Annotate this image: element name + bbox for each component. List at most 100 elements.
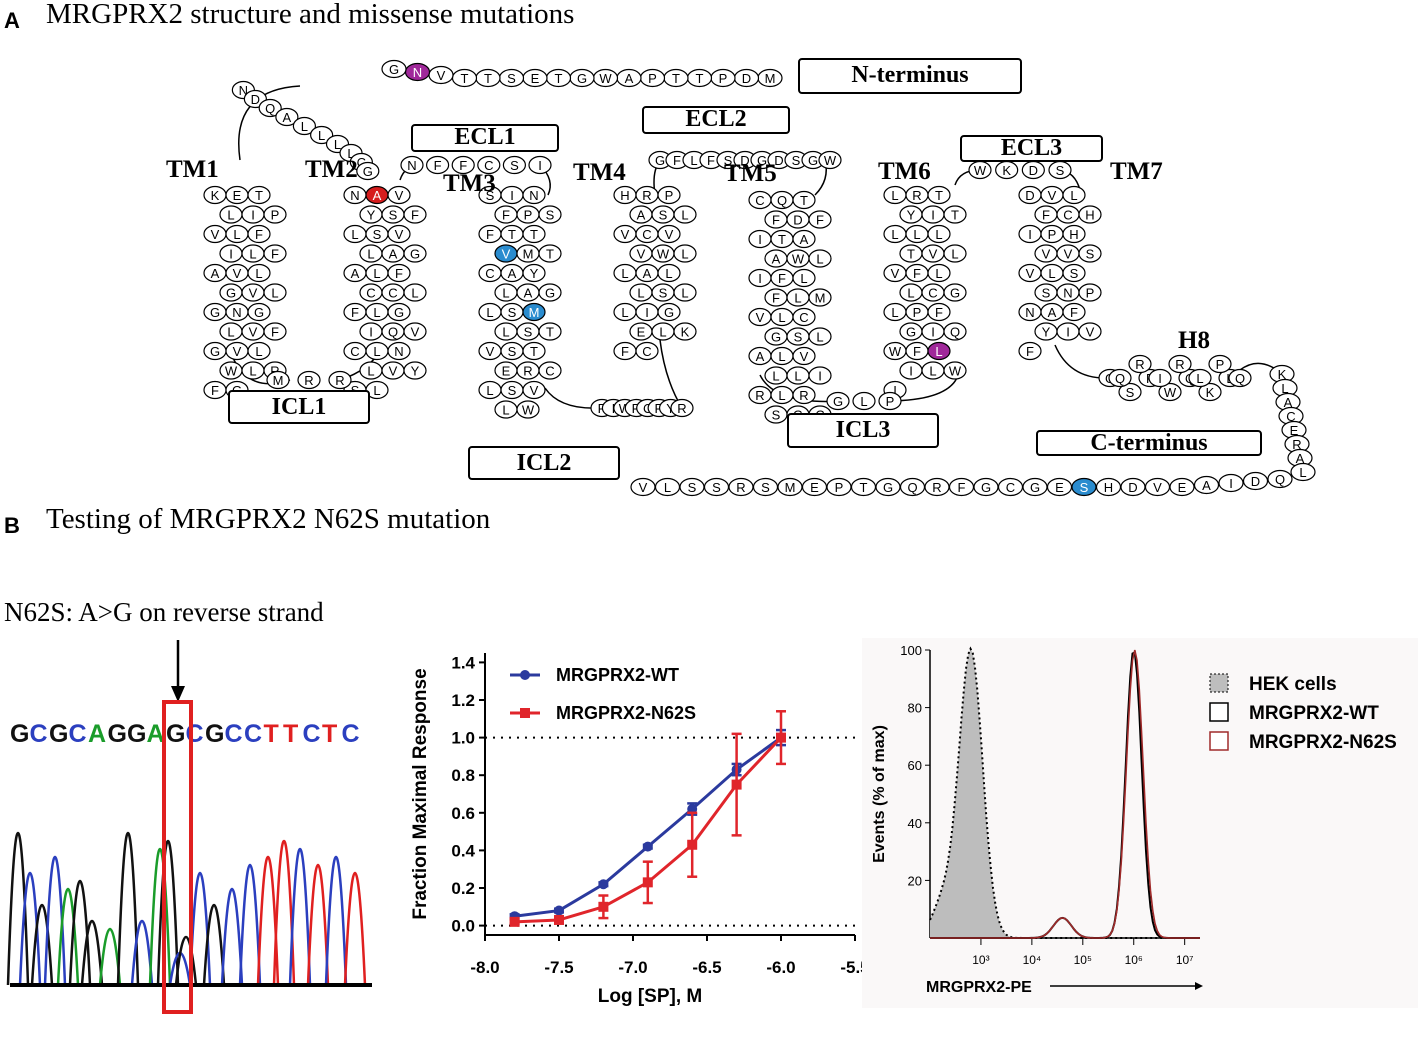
svg-text:L: L bbox=[891, 305, 898, 320]
n-terminus-residue: T bbox=[475, 68, 501, 88]
trace-peak bbox=[324, 856, 348, 986]
svg-text:H: H bbox=[620, 188, 629, 203]
tm6-residue: L bbox=[883, 185, 907, 205]
data-point bbox=[642, 877, 653, 888]
svg-text:Q: Q bbox=[950, 325, 960, 340]
tm1-residue: P bbox=[263, 205, 287, 224]
n-terminus-residue: D bbox=[733, 68, 760, 88]
c-terminus-residue: G bbox=[973, 477, 999, 497]
svg-text:D: D bbox=[740, 153, 749, 168]
ecl1-residue: F bbox=[426, 155, 450, 175]
icl1-box: ICL1 bbox=[228, 390, 370, 424]
tm3-residue: F bbox=[478, 224, 502, 244]
h8-residue: K bbox=[1198, 382, 1222, 402]
tm3-residue: T bbox=[538, 244, 562, 263]
svg-text:L: L bbox=[891, 188, 898, 203]
tm3-residue: V bbox=[494, 244, 518, 263]
svg-text:A: A bbox=[625, 71, 634, 86]
x-tick-label: 10³ bbox=[972, 953, 989, 967]
svg-text:H: H bbox=[1085, 208, 1094, 223]
tm1-residue: F bbox=[263, 322, 287, 341]
svg-text:N: N bbox=[394, 344, 403, 359]
svg-text:V: V bbox=[756, 310, 765, 325]
svg-text:S: S bbox=[507, 71, 516, 86]
tm3-residue: F bbox=[494, 205, 518, 224]
legend-swatch bbox=[1209, 673, 1229, 693]
tm1-residue: V bbox=[225, 341, 249, 361]
tm7-residue: L bbox=[1062, 185, 1086, 205]
svg-text:L: L bbox=[233, 227, 240, 242]
tm5-residue: D bbox=[786, 210, 810, 229]
tm2-residue: L bbox=[403, 283, 427, 302]
svg-text:L: L bbox=[860, 394, 867, 409]
svg-text:F: F bbox=[1070, 305, 1078, 320]
n62s-histogram bbox=[930, 649, 1200, 939]
base-call: G bbox=[127, 720, 146, 748]
tm7-residue: A bbox=[1040, 302, 1064, 322]
tm5-residue: Q bbox=[770, 190, 794, 210]
tm4-residue: I bbox=[635, 302, 659, 322]
tm7-residue: I bbox=[1056, 322, 1080, 341]
tm7-residue: Y bbox=[1034, 322, 1058, 341]
svg-text:L: L bbox=[621, 305, 628, 320]
svg-text:Q: Q bbox=[1115, 371, 1125, 386]
svg-text:A: A bbox=[524, 286, 533, 301]
svg-text:I: I bbox=[1066, 325, 1070, 340]
svg-text:S: S bbox=[524, 325, 533, 340]
tm2-residue: V bbox=[403, 322, 427, 341]
svg-text:E: E bbox=[1290, 423, 1299, 438]
svg-text:L: L bbox=[681, 286, 688, 301]
svg-text:S: S bbox=[794, 330, 803, 345]
svg-text:G: G bbox=[577, 71, 587, 86]
svg-text:L: L bbox=[227, 208, 234, 223]
svg-text:L: L bbox=[690, 153, 697, 168]
x-tick-label: 10⁶ bbox=[1125, 953, 1143, 967]
tm5-label: TM5 bbox=[724, 160, 777, 187]
tm5-residue: S bbox=[786, 327, 810, 346]
c-terminus-residue: S bbox=[703, 477, 730, 497]
tm2-residue: I bbox=[359, 322, 383, 341]
svg-text:L: L bbox=[301, 119, 308, 134]
mutation-note: N62S: A>G on reverse strand bbox=[4, 597, 324, 627]
svg-text:E: E bbox=[233, 188, 242, 203]
svg-text:V: V bbox=[637, 247, 646, 262]
y-tick-label: 100 bbox=[900, 643, 922, 658]
ecl1-residue: F bbox=[451, 155, 475, 175]
trace-peak bbox=[30, 904, 54, 986]
tm1-residue: V bbox=[203, 224, 227, 244]
svg-text:L: L bbox=[373, 344, 380, 359]
svg-text:A: A bbox=[508, 266, 517, 281]
svg-text:L: L bbox=[664, 480, 671, 495]
svg-text:L: L bbox=[373, 383, 380, 398]
svg-text:G: G bbox=[410, 247, 420, 262]
n-terminus-residue: L bbox=[310, 125, 334, 145]
svg-text:V: V bbox=[395, 227, 404, 242]
data-point bbox=[776, 732, 786, 743]
tm1-residue: L bbox=[241, 361, 265, 380]
svg-text:R: R bbox=[270, 364, 279, 379]
base-call: A bbox=[88, 720, 106, 748]
tm6-residue: I bbox=[921, 205, 945, 224]
tm5-residue: I bbox=[748, 229, 772, 249]
backbone-segment bbox=[659, 339, 683, 409]
tm3-residue: M bbox=[516, 244, 540, 263]
trace-peak bbox=[148, 847, 172, 986]
svg-text:S: S bbox=[389, 208, 398, 223]
tm5-residue: C bbox=[748, 190, 772, 210]
svg-text:D: D bbox=[1025, 188, 1034, 203]
svg-text:Q: Q bbox=[1235, 371, 1245, 386]
tm1-residue: L bbox=[219, 322, 243, 341]
svg-text:F: F bbox=[621, 344, 629, 359]
n-terminus-residue: P bbox=[639, 68, 666, 88]
svg-text:W: W bbox=[657, 247, 670, 262]
mutation-highlight-box bbox=[162, 700, 193, 1014]
svg-text:L: L bbox=[621, 266, 628, 281]
tm1-residue: L bbox=[219, 205, 243, 224]
svg-text:D: D bbox=[251, 92, 260, 107]
data-point bbox=[687, 839, 698, 850]
tm5-residue: T bbox=[770, 229, 794, 249]
tm7-residue: P bbox=[1078, 283, 1102, 302]
tm5-residue: L bbox=[808, 327, 832, 346]
tm5-residue: L bbox=[770, 385, 794, 405]
